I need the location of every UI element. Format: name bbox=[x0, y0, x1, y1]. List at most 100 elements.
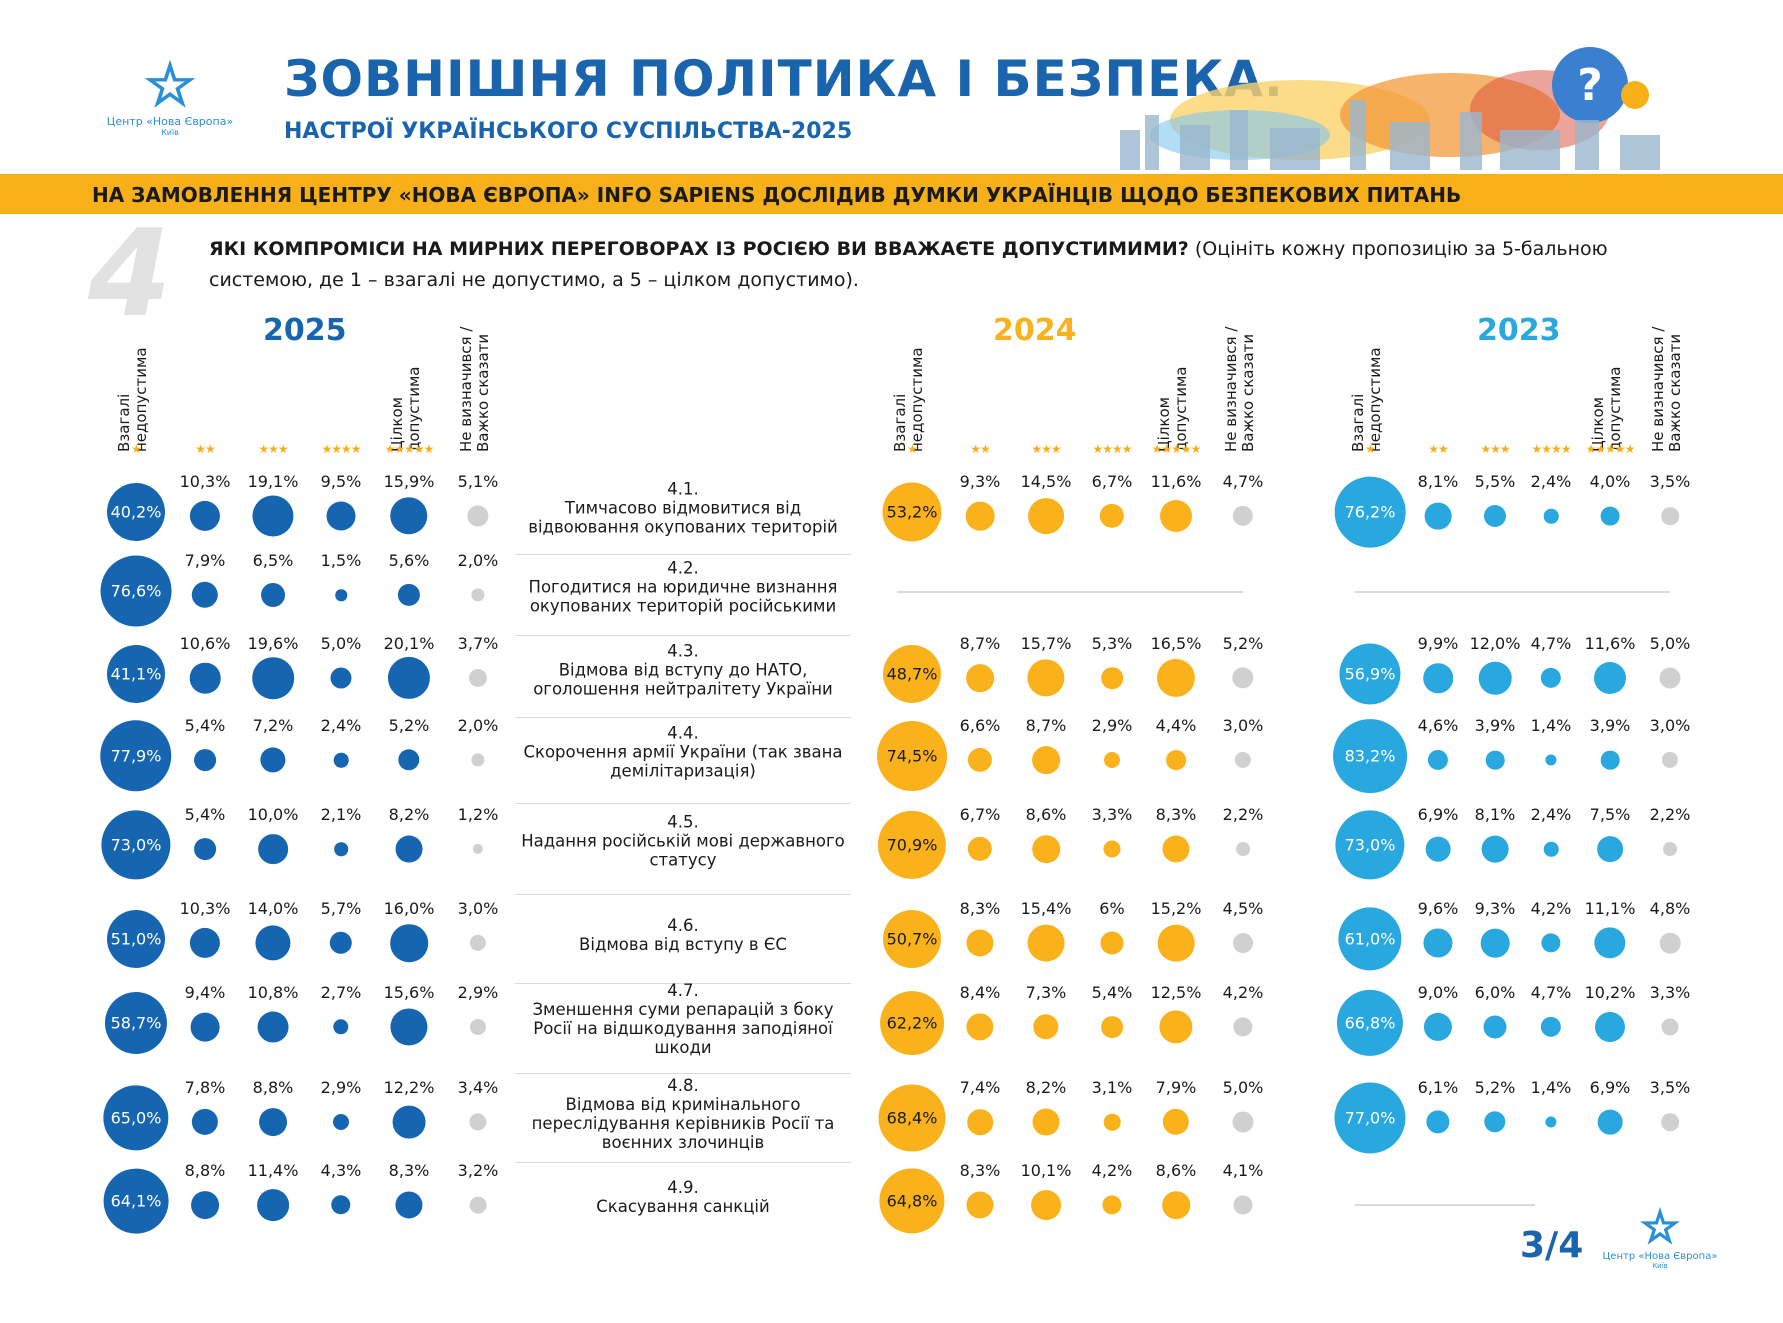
data-label: 2,9% bbox=[320, 1078, 362, 1097]
bubble-rating-4 bbox=[1103, 840, 1121, 858]
bubble-rating-4 bbox=[330, 667, 352, 689]
data-label: 41,1% bbox=[110, 664, 162, 684]
empty-row-line bbox=[1355, 591, 1670, 593]
data-label: 64,8% bbox=[886, 1191, 938, 1211]
bubble-not-acceptable bbox=[1335, 810, 1405, 880]
bubble-undecided bbox=[1659, 932, 1681, 954]
bubble-rating-5 bbox=[387, 656, 431, 700]
bubble-undecided bbox=[472, 843, 484, 855]
bubble-rating-5 bbox=[1600, 750, 1620, 770]
bubble-rating-5 bbox=[390, 924, 428, 962]
proposal-label: 4.7. Зменшення суми репарацій з боку Росі… bbox=[515, 981, 851, 1057]
star-logo-icon: ☆ bbox=[143, 51, 197, 119]
bubble-rating-3 bbox=[1027, 924, 1065, 962]
proposal-number: 4.3. bbox=[667, 641, 699, 661]
year-header: 2024 bbox=[993, 313, 1077, 348]
bubble-rating-2 bbox=[966, 1191, 994, 1219]
bubble-undecided bbox=[467, 505, 489, 527]
data-label: 8,2% bbox=[388, 805, 430, 824]
bubble-undecided bbox=[1234, 751, 1252, 769]
bubble-rating-4 bbox=[1541, 933, 1561, 953]
bubble-rating-5 bbox=[395, 835, 423, 863]
data-label: 2,9% bbox=[457, 983, 499, 1002]
bubble-undecided bbox=[469, 934, 487, 952]
data-label: 16,5% bbox=[1150, 634, 1202, 653]
bubble-not-acceptable bbox=[882, 482, 942, 542]
bubble-rating-4 bbox=[1100, 931, 1124, 955]
bubble-rating-5 bbox=[1166, 750, 1186, 770]
proposal-number: 4.2. bbox=[667, 558, 699, 578]
proposal-number: 4.4. bbox=[667, 723, 699, 743]
question-title: ЯКІ КОМПРОМІСИ НА МИРНИХ ПЕРЕГОВОРАХ ІЗ … bbox=[209, 238, 1189, 260]
data-label: 8,7% bbox=[1025, 716, 1067, 735]
data-label: 7,8% bbox=[184, 1078, 226, 1097]
empty-row-line bbox=[897, 591, 1243, 593]
bubble-rating-3 bbox=[259, 1108, 287, 1136]
proposal-number: 4.9. bbox=[667, 1178, 699, 1197]
bubble-rating-5 bbox=[1594, 662, 1626, 694]
data-label: 11,6% bbox=[1584, 634, 1636, 653]
rating-stars-icon: ★ bbox=[1365, 442, 1376, 456]
data-label: 77,0% bbox=[1344, 1108, 1396, 1128]
data-label: 6,6% bbox=[959, 716, 1001, 735]
year-header: 2023 bbox=[1477, 313, 1561, 348]
data-label: 5,2% bbox=[1222, 634, 1264, 653]
data-label: 8,1% bbox=[1474, 805, 1516, 824]
bubble-rating-5 bbox=[1597, 1109, 1623, 1135]
logo-name: Центр «Нова Європа» bbox=[106, 115, 234, 128]
bubble-rating-4 bbox=[333, 752, 349, 768]
bubble-rating-5 bbox=[1157, 924, 1195, 962]
data-label: 5,6% bbox=[388, 551, 430, 570]
logo-city: Київ bbox=[1652, 1262, 1668, 1270]
bubble-not-acceptable bbox=[883, 645, 941, 703]
data-label: 8,7% bbox=[959, 634, 1001, 653]
bubble-rating-4 bbox=[1099, 503, 1125, 529]
data-label: 3,3% bbox=[1091, 805, 1133, 824]
data-label: 10,8% bbox=[247, 983, 299, 1002]
data-label: 5,1% bbox=[457, 472, 499, 491]
rating-stars-icon: ★ bbox=[131, 442, 142, 456]
data-label: 2,1% bbox=[320, 805, 362, 824]
bubble-rating-2 bbox=[967, 1109, 993, 1135]
data-label: 12,2% bbox=[383, 1078, 435, 1097]
bubble-undecided bbox=[1233, 933, 1253, 953]
data-label: 8,6% bbox=[1155, 1161, 1197, 1180]
bubble-not-acceptable bbox=[1333, 719, 1407, 793]
data-label: 14,5% bbox=[1020, 472, 1072, 491]
bubble-rating-2 bbox=[189, 662, 221, 694]
data-label: 8,8% bbox=[252, 1078, 294, 1097]
bubble-rating-3 bbox=[1484, 1111, 1506, 1133]
svg-text:?: ? bbox=[1577, 60, 1603, 111]
bubble-rating-4 bbox=[1545, 1116, 1557, 1128]
bubble-rating-3 bbox=[1032, 1108, 1060, 1136]
bubble-undecided bbox=[471, 588, 485, 602]
logo-city: Київ bbox=[161, 128, 179, 137]
data-label: 10,6% bbox=[179, 634, 231, 653]
proposal-label: 4.6. Відмова від вступу в ЄС bbox=[515, 916, 851, 954]
rating-stars-icon: ★★ bbox=[195, 442, 215, 456]
data-label: 1,2% bbox=[457, 805, 499, 824]
bubble-not-acceptable bbox=[1334, 476, 1406, 548]
bubble-rating-3 bbox=[1480, 928, 1510, 958]
proposal-label: 4.4. Скорочення армії України (так звана … bbox=[515, 724, 851, 781]
proposal-label: 4.9. Скасування санкцій bbox=[515, 1178, 851, 1216]
data-label: 3,9% bbox=[1589, 716, 1631, 735]
data-label: 3,5% bbox=[1649, 472, 1691, 491]
bubble-rating-2 bbox=[1427, 749, 1449, 771]
column-header: Не визначився / Важко сказати bbox=[1649, 326, 1684, 452]
bubble-not-acceptable bbox=[880, 991, 944, 1055]
bubble-rating-5 bbox=[1600, 506, 1620, 526]
data-label: 12,0% bbox=[1469, 634, 1521, 653]
bubble-rating-3 bbox=[1028, 498, 1064, 534]
proposal-number: 4.1. bbox=[667, 479, 699, 499]
rating-stars-icon: ★★★★★ bbox=[1151, 442, 1202, 456]
data-label: 7,5% bbox=[1589, 805, 1631, 824]
bubble-rating-5 bbox=[1594, 1011, 1626, 1043]
row-divider bbox=[515, 983, 851, 984]
data-label: 61,0% bbox=[1344, 929, 1396, 949]
bubble-rating-2 bbox=[1423, 1012, 1453, 1042]
rating-stars-icon: ★★★★★ bbox=[384, 442, 435, 456]
bubble-rating-5 bbox=[1159, 1010, 1193, 1044]
bubble-undecided bbox=[468, 668, 488, 688]
bubble-rating-4 bbox=[1543, 508, 1559, 524]
